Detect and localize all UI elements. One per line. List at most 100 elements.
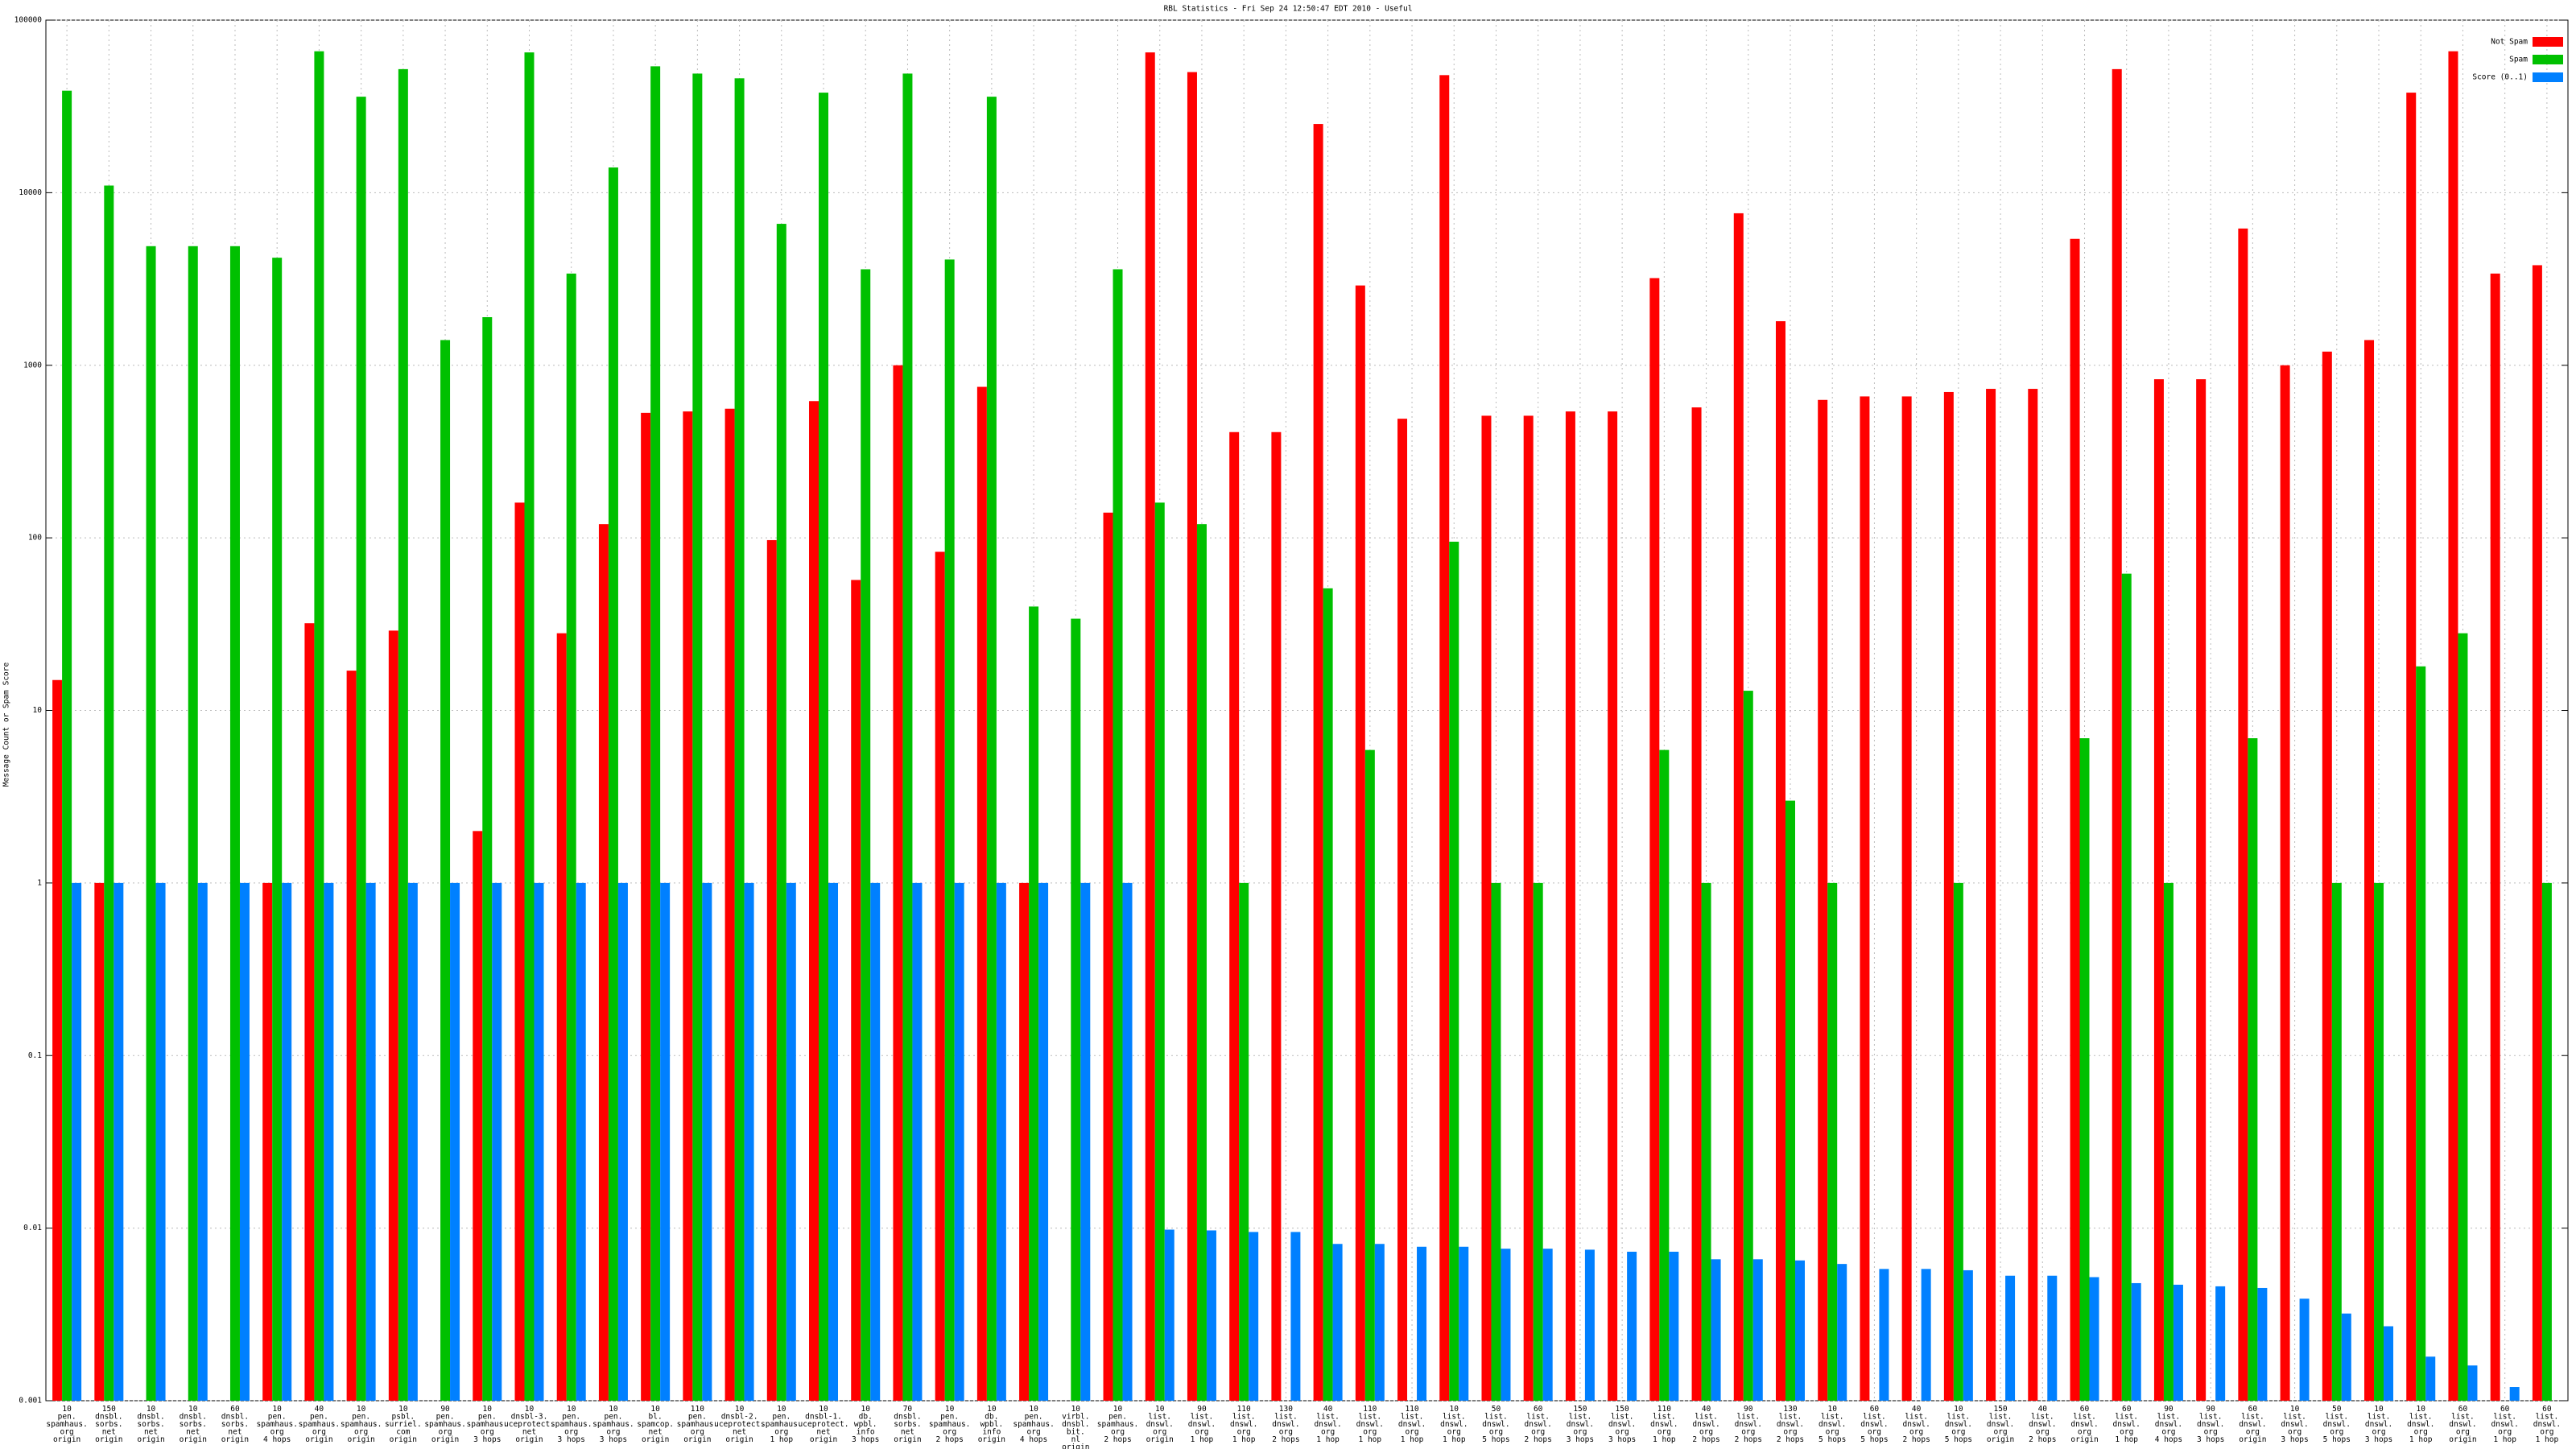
x-tick-label-line: dnswl. <box>1650 1420 1678 1429</box>
x-tick-label-line: list. <box>1232 1412 1256 1421</box>
x-tick-label-line: dnswl. <box>2029 1420 2056 1429</box>
bar <box>576 882 586 1401</box>
x-tick-label-line: bit. <box>1067 1427 1085 1436</box>
x-tick-label-line: origin <box>810 1435 837 1444</box>
bar <box>356 97 366 1401</box>
bar <box>1271 431 1282 1401</box>
bar <box>197 882 208 1401</box>
bar <box>828 882 839 1401</box>
x-tick-label-line: 60 <box>2542 1405 2552 1414</box>
x-tick-label: 110 list. dnswl. org 1 hop <box>1230 1405 1257 1444</box>
bar <box>893 365 903 1401</box>
bar <box>1963 1269 1973 1401</box>
x-tick-label-line: org <box>1489 1427 1503 1436</box>
bar <box>819 93 829 1402</box>
bar <box>2425 1356 2436 1401</box>
bar <box>660 882 671 1401</box>
bar <box>1533 882 1543 1401</box>
x-tick-label-line: 10 <box>147 1405 156 1414</box>
bar <box>365 882 376 1401</box>
x-tick-label-line: 60 <box>230 1405 240 1414</box>
x-tick-label-line: dnsbl. <box>95 1412 122 1421</box>
x-tick-label-line: list. <box>1316 1412 1340 1421</box>
x-tick-label-line: spamhaus. <box>256 1420 297 1429</box>
x-tick-label-line: origin <box>221 1435 249 1444</box>
x-tick-label-line: org <box>1153 1427 1166 1436</box>
bar <box>1794 1260 1805 1401</box>
x-tick-label-line: net <box>649 1427 663 1436</box>
x-tick-label: 60 list. dnswl. org origin <box>2070 1405 2098 1444</box>
bar <box>1837 1264 1847 1401</box>
x-tick-label: 150 list. dnswl. org 3 hops <box>1567 1405 1594 1444</box>
x-tick-label-line: list. <box>1148 1412 1171 1421</box>
x-tick-label-line: org <box>691 1427 704 1436</box>
x-tick-label-line: spamhaus. <box>1097 1420 1138 1429</box>
bar <box>2467 1365 2478 1401</box>
x-tick-label: 40 list. dnswl. org 1 hop <box>1314 1405 1341 1444</box>
bar <box>1953 882 1963 1401</box>
x-tick-label: 40 list. dnswl. org 2 hops <box>2029 1405 2056 1444</box>
bar <box>1669 1251 1679 1401</box>
x-tick-label-line: 1 hop <box>2115 1435 2138 1444</box>
bar <box>407 882 418 1401</box>
x-tick-label-line: org <box>2372 1427 2385 1436</box>
x-tick-label-line: list. <box>2157 1412 2181 1421</box>
bar <box>1542 1249 1553 1401</box>
x-tick-label-line: 4 hops <box>263 1435 291 1444</box>
x-tick-label-line: origin <box>95 1435 122 1444</box>
bar <box>2070 238 2080 1402</box>
bar <box>2005 1275 2016 1401</box>
x-tick-label: 40 list. dnswl. org 2 hops <box>1692 1405 1719 1444</box>
x-tick-label-line: 5 hops <box>1860 1435 1888 1444</box>
bar <box>188 246 198 1402</box>
bar <box>114 882 124 1401</box>
x-tick-label-line: 3 hops <box>2365 1435 2392 1444</box>
x-tick-label: 110 list. dnswl. org 1 hop <box>1356 1405 1384 1444</box>
x-tick-label-line: 60 <box>2500 1405 2510 1414</box>
x-tick-label-line: 10 <box>357 1405 366 1414</box>
x-tick-label-line: 90 <box>1744 1405 1753 1414</box>
x-tick-label-line: pen. <box>562 1412 580 1421</box>
bar <box>1019 882 1030 1401</box>
x-tick-label-line: org <box>1993 1427 2007 1436</box>
x-tick-label-line: 10 <box>2417 1405 2426 1414</box>
x-tick-label-line: dnswl. <box>2281 1420 2308 1429</box>
bar <box>976 386 987 1402</box>
bar <box>1711 1259 1721 1401</box>
x-tick-label-line: 10 <box>2290 1405 2300 1414</box>
bar <box>473 831 483 1401</box>
bar <box>2541 882 2552 1401</box>
x-tick-label-line: 10 <box>1029 1405 1038 1414</box>
x-tick-label-line: surriel. <box>385 1420 422 1429</box>
x-tick-label: 60 list. dnswl. org 1 hop <box>2533 1405 2561 1444</box>
x-tick-label-line: sorbs. <box>95 1420 122 1429</box>
x-tick-label-line: list. <box>2199 1412 2223 1421</box>
bar <box>2406 93 2417 1402</box>
x-tick-label-line: org <box>1741 1427 1755 1436</box>
bar <box>935 551 945 1401</box>
y-tick-label: 10 <box>33 706 43 715</box>
x-tick-label-line: 1 hop <box>1359 1435 1382 1444</box>
x-tick-label-line: origin <box>894 1435 921 1444</box>
legend-swatch <box>2533 37 2563 47</box>
bar <box>282 882 292 1401</box>
legend-label: Spam <box>2509 56 2528 64</box>
x-tick-label-line: 10 <box>62 1405 72 1414</box>
x-tick-label-line: spamhaus. <box>592 1420 634 1429</box>
bar <box>1827 882 1838 1401</box>
x-tick-label: 10 dnsbl-2. uceprotect. net origin <box>714 1405 765 1444</box>
x-tick-label-line: 3 hops <box>2197 1435 2224 1444</box>
x-tick-label-line: dnswl. <box>1860 1420 1888 1429</box>
x-tick-label-line: spamhaus. <box>341 1420 382 1429</box>
x-tick-label-line: 2 hops <box>935 1435 963 1444</box>
x-tick-label: 50 list. dnswl. org 5 hops <box>1482 1405 1509 1444</box>
bar <box>724 408 735 1401</box>
bar <box>1145 52 1155 1402</box>
bar <box>94 882 105 1401</box>
bar <box>556 633 567 1401</box>
bar <box>861 269 871 1401</box>
x-tick-label: 110 pen. spamhaus. org origin <box>677 1405 718 1444</box>
x-tick-label-line: origin <box>53 1435 80 1444</box>
x-tick-label-line: 10 <box>525 1405 535 1414</box>
x-tick-label-line: org <box>2540 1427 2553 1436</box>
